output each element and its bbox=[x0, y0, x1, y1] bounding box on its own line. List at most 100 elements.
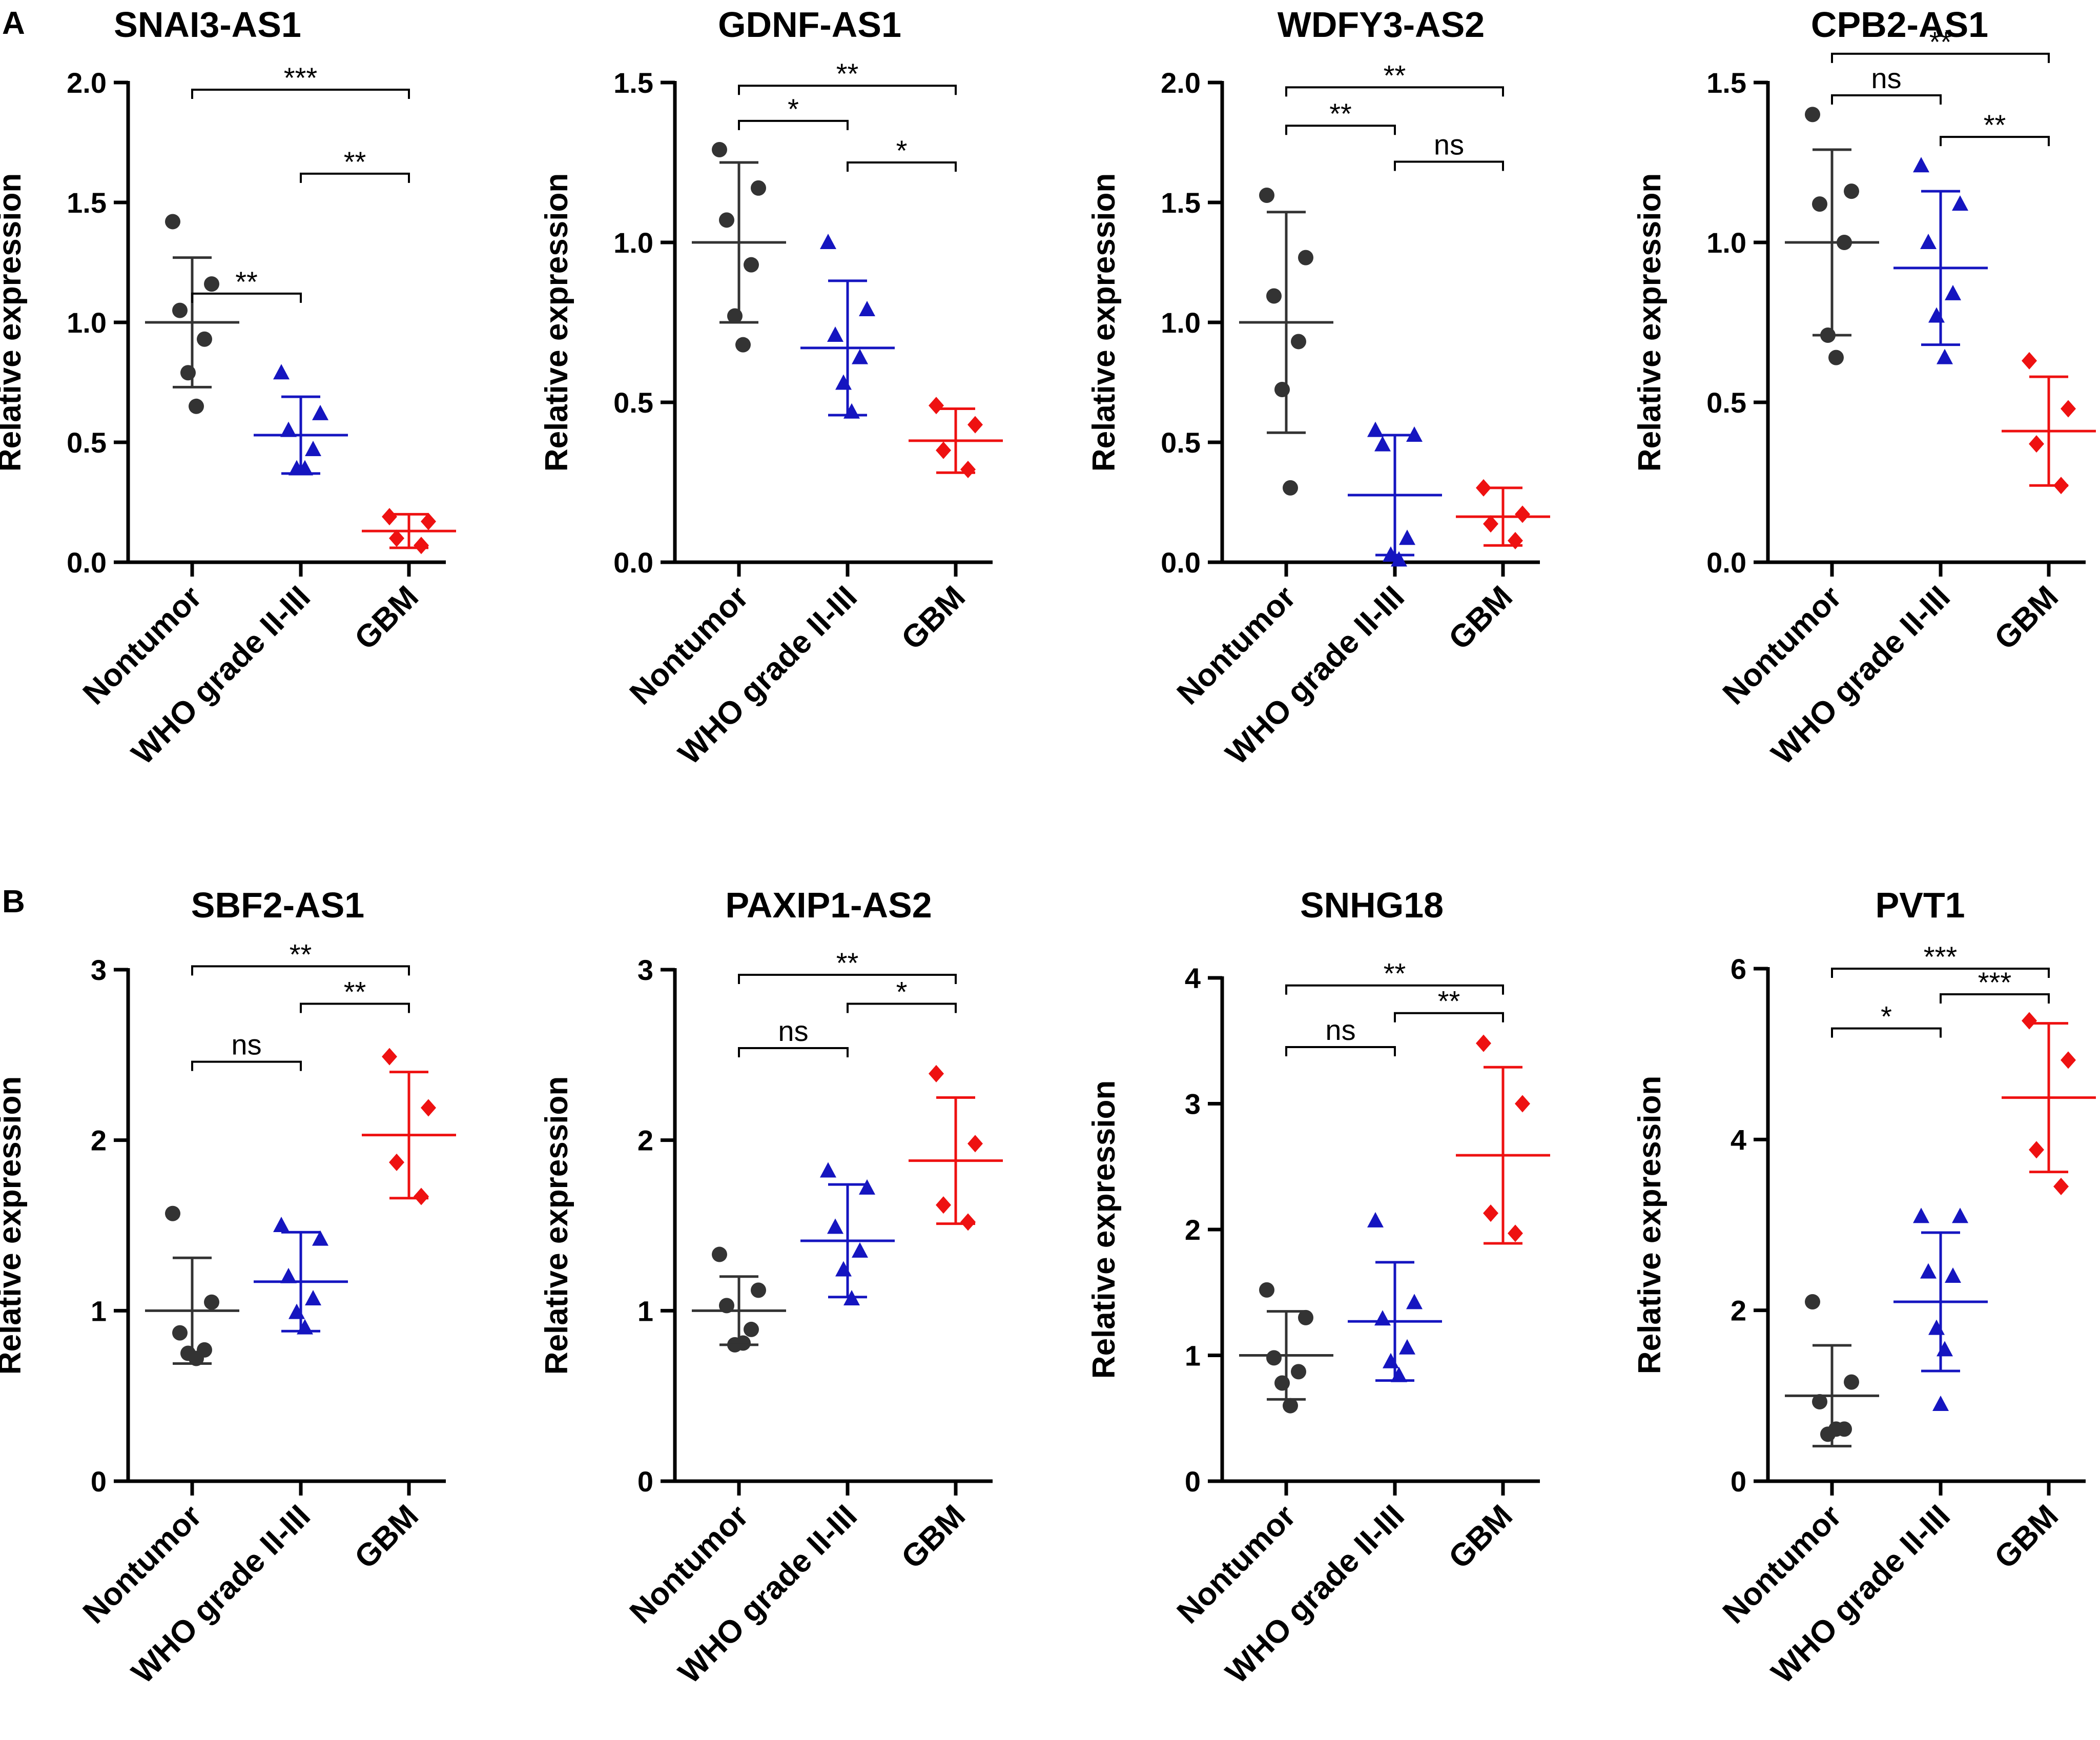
data-point bbox=[1476, 1034, 1491, 1052]
y-axis-label: Relative expression bbox=[0, 173, 28, 472]
data-point bbox=[2029, 1141, 2044, 1159]
data-point bbox=[1374, 1310, 1391, 1326]
data-point bbox=[820, 234, 836, 249]
data-point bbox=[389, 1153, 404, 1171]
y-tick-label: 2.0 bbox=[67, 67, 107, 99]
series-gbm bbox=[1456, 1034, 1550, 1245]
series-gbm bbox=[362, 1048, 456, 1205]
y-tick-label: 2 bbox=[1185, 1214, 1201, 1246]
y-axis-label: Relative expression bbox=[0, 1076, 28, 1375]
significance-bracket bbox=[738, 973, 957, 984]
y-tick-label: 0.0 bbox=[1161, 546, 1201, 579]
series-gbm bbox=[909, 1065, 1003, 1231]
data-point bbox=[1483, 1204, 1498, 1222]
data-point bbox=[1937, 349, 1953, 364]
y-tick-label: 0.5 bbox=[1706, 386, 1746, 419]
y-tick-label: 3 bbox=[637, 954, 653, 986]
data-point bbox=[1508, 531, 1523, 549]
data-point bbox=[382, 1048, 397, 1066]
y-tick-label: 1.5 bbox=[613, 67, 653, 99]
series-gbm bbox=[2002, 1012, 2096, 1195]
significance-label: ** bbox=[836, 57, 859, 90]
series-who-grade-ii-iii bbox=[800, 234, 895, 419]
y-tick-label: 0.0 bbox=[1706, 546, 1746, 579]
significance-bracket bbox=[1831, 52, 2050, 63]
series-who-grade-ii-iii bbox=[1893, 1207, 1988, 1411]
series-nontumor bbox=[145, 1205, 239, 1366]
x-tick-label-gbm: GBM bbox=[1988, 1498, 2065, 1575]
y-tick-label: 1.0 bbox=[67, 306, 107, 339]
data-point bbox=[1298, 1309, 1313, 1325]
data-point bbox=[1515, 505, 1530, 523]
data-point bbox=[1399, 529, 1415, 545]
y-tick-label: 0 bbox=[1185, 1465, 1201, 1498]
significance-label: * bbox=[1881, 1000, 1892, 1033]
data-point bbox=[1283, 480, 1298, 496]
series-nontumor bbox=[1785, 1294, 1879, 1448]
significance-bracket bbox=[1285, 86, 1504, 97]
data-point bbox=[1266, 1350, 1282, 1366]
significance-label: ns bbox=[1325, 1014, 1355, 1046]
x-tick-label-who-grade-ii-iii: WHO grade II-III bbox=[672, 579, 864, 771]
significance-label: ns bbox=[1434, 128, 1464, 160]
series-who-grade-ii-iii bbox=[254, 1217, 348, 1335]
data-point bbox=[1483, 515, 1498, 533]
data-point bbox=[1932, 1396, 1949, 1411]
significance-bracket bbox=[1940, 993, 2050, 1004]
data-point bbox=[735, 337, 751, 353]
significance-bracket bbox=[1285, 125, 1396, 135]
significance-bracket bbox=[1285, 1046, 1396, 1057]
significance-bracket bbox=[1394, 160, 1504, 171]
significance-label: ** bbox=[1329, 97, 1352, 130]
significance-label: ** bbox=[1984, 109, 2006, 141]
data-point bbox=[960, 1213, 976, 1231]
significance-bracket bbox=[738, 1047, 849, 1058]
chart-wdfy3-as2: WDFY3-AS2 0.0 0.5 1.0 1.5 2.0 Relative express… bbox=[1086, 5, 1550, 771]
significance-label: ns bbox=[1871, 62, 1901, 94]
x-tick-label-gbm: GBM bbox=[1442, 1498, 1519, 1575]
series-gbm bbox=[909, 397, 1003, 479]
significance-label: ** bbox=[1384, 957, 1406, 990]
data-point bbox=[852, 349, 868, 364]
series-nontumor bbox=[1239, 187, 1333, 496]
series-nontumor bbox=[1239, 1282, 1333, 1414]
series-nontumor bbox=[692, 1246, 786, 1353]
data-point bbox=[189, 398, 204, 414]
data-point bbox=[1259, 187, 1274, 203]
chart-title: CPB2-AS1 bbox=[1811, 5, 1988, 45]
significance-label: *** bbox=[284, 62, 317, 94]
data-point bbox=[960, 461, 976, 479]
y-tick-label: 3 bbox=[1185, 1088, 1201, 1120]
data-point bbox=[859, 301, 875, 317]
series-gbm bbox=[362, 508, 456, 555]
data-point bbox=[197, 331, 212, 347]
chart-snai3-as1: SNAI3-AS1 0.0 0.5 1.0 1.5 2.0 Relative express… bbox=[0, 5, 456, 771]
data-point bbox=[1508, 1224, 1523, 1242]
data-point bbox=[2022, 1012, 2037, 1030]
y-axis-label: Relative expression bbox=[539, 1076, 574, 1375]
chart-title: SBF2-AS1 bbox=[191, 885, 364, 925]
data-point bbox=[936, 1196, 951, 1214]
data-point bbox=[2029, 435, 2044, 453]
significance-label: ** bbox=[1384, 59, 1406, 91]
data-point bbox=[744, 257, 759, 273]
significance-bracket bbox=[847, 161, 957, 172]
significance-bracket bbox=[847, 1002, 957, 1013]
data-point bbox=[712, 1246, 727, 1262]
series-who-grade-ii-iii bbox=[1348, 1212, 1442, 1382]
data-point bbox=[280, 421, 297, 437]
significance-bracket bbox=[738, 85, 957, 95]
data-point bbox=[289, 1303, 305, 1319]
y-tick-label: 2 bbox=[637, 1124, 653, 1157]
data-point bbox=[835, 1261, 852, 1277]
y-tick-label: 1 bbox=[91, 1295, 107, 1327]
significance-label: ** bbox=[344, 976, 366, 1008]
data-point bbox=[280, 1267, 297, 1283]
data-point bbox=[414, 1188, 429, 1205]
data-point bbox=[1515, 1095, 1530, 1113]
y-axis-label: Relative expression bbox=[1632, 173, 1667, 472]
